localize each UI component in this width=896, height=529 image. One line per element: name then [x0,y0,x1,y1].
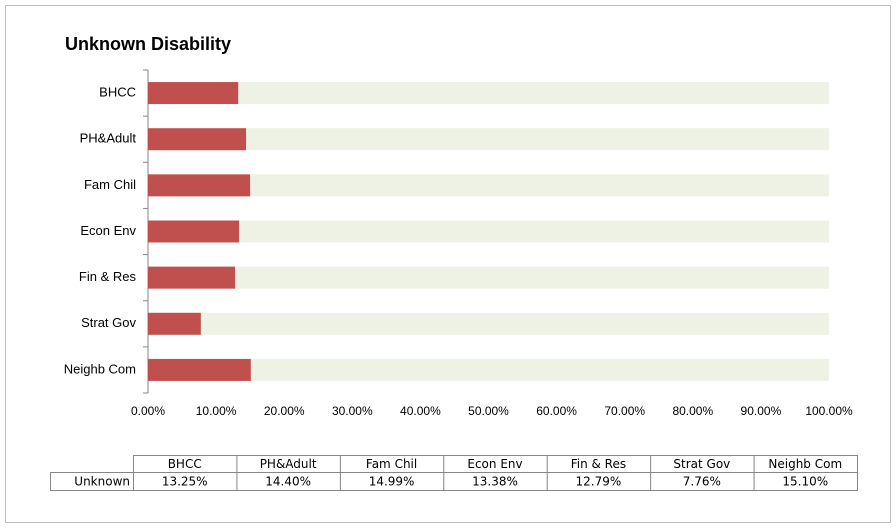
chart-title: Unknown Disability [65,34,231,54]
table-header: PH&Adult [260,457,317,471]
bar [148,174,251,197]
table-header: BHCC [168,457,202,471]
bar-track [148,266,829,289]
bar [148,82,239,105]
bar-track [148,358,829,381]
table-value: 7.76% [683,475,721,489]
bar-track [148,82,829,105]
y-tick-label: PH&Adult [80,131,137,146]
x-tick-label: 10.00% [196,404,237,418]
bar-track [148,312,829,335]
bar [148,220,240,243]
table-header: Econ Env [467,457,522,471]
x-tick-label: 30.00% [332,404,373,418]
x-tick-label: 100.00% [805,404,853,418]
bar [148,128,247,151]
table-header: Fam Chil [366,457,417,471]
bar-track [148,128,829,151]
x-tick-label: 20.00% [264,404,305,418]
table-value: 13.25% [162,475,208,489]
table-series-name: Unknown [74,475,130,489]
table-header: Strat Gov [673,457,730,471]
bar [148,266,236,289]
bar-track [148,174,829,197]
x-tick-label: 60.00% [536,404,577,418]
x-tick-label: 70.00% [604,404,645,418]
table-row-frame [50,472,858,491]
x-tick-label: 40.00% [400,404,441,418]
table-value: 15.10% [782,475,828,489]
y-tick-label: Fam Chil [84,177,136,192]
bar [148,358,251,381]
table-header: Neighb Com [768,457,842,471]
table-value: 12.79% [576,475,622,489]
y-tick-label: Econ Env [80,223,136,238]
table-header: Fin & Res [571,457,626,471]
y-tick-label: BHCC [99,85,136,100]
bar [148,312,201,335]
x-tick-label: 50.00% [468,404,509,418]
x-tick-label: 0.00% [131,404,165,418]
table-value: 14.40% [265,475,311,489]
x-tick-label: 90.00% [741,404,782,418]
x-tick-label: 80.00% [672,404,713,418]
table-value: 13.38% [472,475,518,489]
y-tick-label: Strat Gov [81,315,136,330]
table-value: 14.99% [369,475,415,489]
y-tick-label: Neighb Com [64,361,136,376]
y-tick-label: Fin & Res [79,269,137,284]
bar-track [148,220,829,243]
